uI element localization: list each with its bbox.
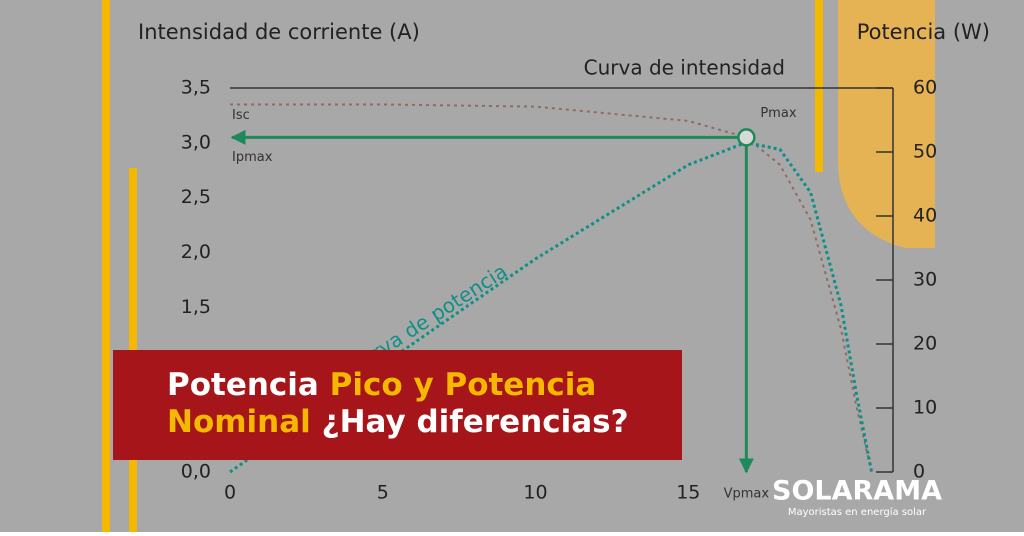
annotation: Ipmax <box>232 150 273 165</box>
y-tick-label: 2,5 <box>181 186 211 208</box>
banner-text: ¿Hay diferencias? <box>322 404 629 440</box>
x-tick-label: 10 <box>523 482 547 504</box>
accent-bar <box>102 0 110 532</box>
chart-title: Curva de intensidad <box>584 56 785 80</box>
y-axis-label: Intensidad de corriente (A) <box>138 20 420 44</box>
annotation: Pmax <box>760 106 796 121</box>
x-tick-label: 15 <box>676 482 700 504</box>
banner-text: Pico y Potencia <box>330 367 597 403</box>
banner <box>113 350 682 460</box>
banner-title: Potencia Pico y Potencia <box>167 367 596 403</box>
series-line <box>229 140 874 474</box>
logo-tagline: Mayoristas en energía solar <box>788 506 927 518</box>
overlay: Potencia Pico y Potencia Nominal ¿Hay di… <box>113 350 942 518</box>
y2-tick-label: 30 <box>913 269 937 291</box>
y-tick-label: 3,0 <box>181 131 211 153</box>
accent-shape <box>838 0 935 248</box>
y2-tick-label: 0 <box>913 461 925 483</box>
y2-tick-label: 60 <box>913 77 937 99</box>
y-tick-label: 3,5 <box>181 77 211 99</box>
annotation: Isc <box>232 108 250 123</box>
y2-tick-label: 50 <box>913 141 937 163</box>
x-tick-label: 0 <box>224 482 236 504</box>
series-line <box>230 103 873 473</box>
y2-axis-label: Potencia (W) <box>857 20 990 44</box>
annotation: Vpmax <box>724 487 770 502</box>
y2-tick-label: 10 <box>913 397 937 419</box>
pmax-point <box>737 128 756 147</box>
banner-text: Potencia <box>167 367 319 403</box>
y-tick-label: 2,0 <box>181 241 211 263</box>
logo: SOLARAMA <box>772 476 942 507</box>
y2-tick-label: 20 <box>913 333 937 355</box>
banner-text: Nominal <box>167 404 311 440</box>
x-tick-label: 5 <box>377 482 389 504</box>
y2-tick-label: 40 <box>913 205 937 227</box>
y-tick-label: 0,0 <box>181 461 211 483</box>
accent-bar <box>815 0 823 172</box>
y-tick-label: 1,5 <box>181 296 211 318</box>
banner-title: Nominal ¿Hay diferencias? <box>167 404 629 440</box>
